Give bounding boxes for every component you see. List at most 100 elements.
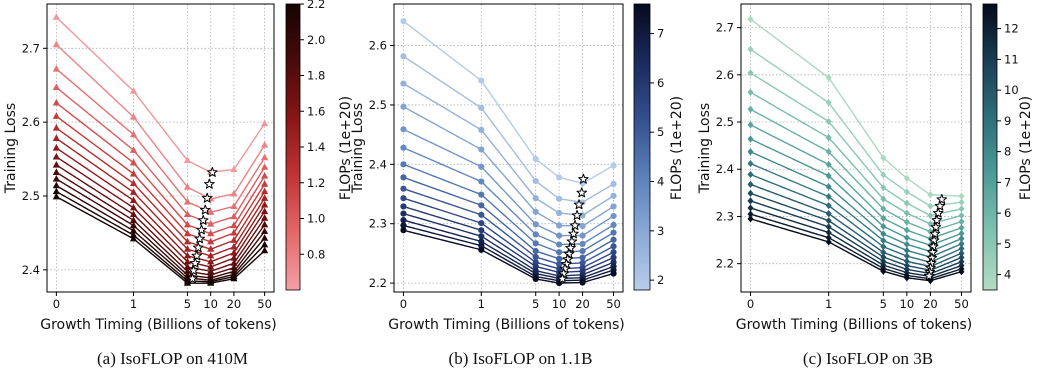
triangle-marker (261, 187, 269, 195)
colorbar (982, 3, 998, 291)
triangle-marker (129, 130, 138, 138)
optimum-star (578, 173, 589, 184)
circle-marker (532, 195, 539, 202)
triangle-marker (183, 197, 192, 205)
series-line (55, 137, 266, 257)
diamond-marker (903, 257, 910, 265)
circle-marker (400, 103, 407, 110)
triangle-marker (261, 240, 269, 248)
colorbar-tick-label: 0.8 (307, 247, 325, 261)
triangle-marker (129, 188, 138, 195)
diamond-marker (880, 248, 887, 256)
colorbar-tick-label: 1.6 (307, 104, 325, 118)
circle-marker (610, 221, 617, 228)
series-12 (747, 189, 965, 274)
circle-marker (579, 247, 586, 255)
x-tick-label: 50 (606, 297, 621, 311)
optimum-star (191, 250, 203, 261)
circle-marker (532, 240, 539, 247)
triangle-marker (183, 229, 192, 237)
series-line (750, 48, 962, 207)
y-tick-label: 2.2 (369, 276, 387, 290)
triangle-marker (129, 234, 138, 242)
triangle-marker (52, 181, 60, 189)
diamond-marker (958, 244, 965, 253)
x-tick-label: 1 (130, 297, 137, 311)
diamond-marker (903, 174, 910, 182)
colorbar-tick-label: 4 (657, 175, 664, 189)
circle-marker (400, 217, 407, 224)
optimum-star (194, 233, 205, 244)
triangle-marker (261, 227, 269, 235)
circle-marker (610, 270, 617, 277)
triangle-marker (230, 221, 238, 229)
x-axis-label: Growth Timing (Billions of tokens) (736, 317, 973, 333)
diamond-marker (747, 135, 754, 143)
circle-marker (400, 174, 407, 181)
diamond-marker (903, 188, 910, 196)
triangle-marker (52, 13, 60, 20)
triangle-marker (129, 169, 138, 177)
circle-marker (556, 232, 563, 239)
triangle-marker (261, 194, 269, 201)
circle-marker (478, 163, 485, 170)
circle-marker (400, 126, 407, 133)
circle-marker (478, 233, 485, 240)
triangle-marker (261, 119, 269, 127)
colorbar-tick-label: 8 (1004, 145, 1011, 159)
circle-marker (556, 255, 563, 262)
series-line (403, 106, 614, 227)
colorbar-tick-label: 1.8 (307, 69, 325, 83)
colorbar-label: FLOPs (1e+20) (1018, 96, 1034, 200)
diamond-marker (825, 172, 832, 180)
diamond-marker (903, 261, 910, 270)
optimum-star (559, 263, 571, 274)
colorbar-tick-label: 9 (1004, 114, 1011, 128)
triangle-marker (52, 112, 60, 119)
diamond-marker (747, 69, 754, 77)
triangle-marker (261, 153, 269, 161)
diamond-marker (880, 230, 887, 238)
optimum-star (207, 166, 218, 177)
triangle-marker (230, 165, 238, 173)
circle-marker (610, 162, 617, 169)
y-axis-label: Training Loss (3, 103, 19, 194)
circle-marker (532, 275, 539, 283)
series-9 (52, 144, 269, 265)
triangle-marker (261, 200, 269, 208)
circle-marker (478, 211, 485, 218)
x-axis-label: Growth Timing (Billions of tokens) (40, 317, 277, 333)
optimum-star (199, 204, 211, 215)
diamond-marker (958, 240, 965, 248)
circle-marker (579, 254, 586, 261)
x-tick-label: 10 (900, 297, 915, 311)
triangle-marker (230, 228, 238, 236)
diamond-marker (927, 191, 934, 199)
diamond-marker (903, 252, 910, 260)
diamond-marker (880, 171, 887, 179)
triangle-marker (183, 183, 192, 190)
triangle-marker (261, 180, 269, 187)
diamond-marker (825, 193, 832, 201)
diamond-marker (747, 180, 754, 188)
diamond-marker (880, 243, 887, 251)
series-line (55, 156, 266, 268)
y-axis-label: Training Loss (697, 103, 713, 194)
axes-frame (740, 3, 972, 293)
triangle-marker (52, 40, 60, 48)
colorbar-tick-label: 2 (657, 273, 664, 287)
series-16 (52, 192, 269, 286)
optimum-star (197, 214, 209, 225)
series-4 (52, 83, 269, 227)
diamond-marker (825, 160, 832, 169)
x-tick-label: 20 (227, 297, 242, 311)
diamond-marker (825, 148, 832, 156)
optimum-markers (923, 193, 948, 281)
series-line (403, 197, 614, 270)
diamond-marker (958, 268, 965, 276)
diamond-marker (825, 183, 832, 191)
colorbar-tick-label: 6 (657, 76, 664, 90)
x-tick-label: 20 (575, 297, 590, 311)
series-line (56, 178, 266, 279)
